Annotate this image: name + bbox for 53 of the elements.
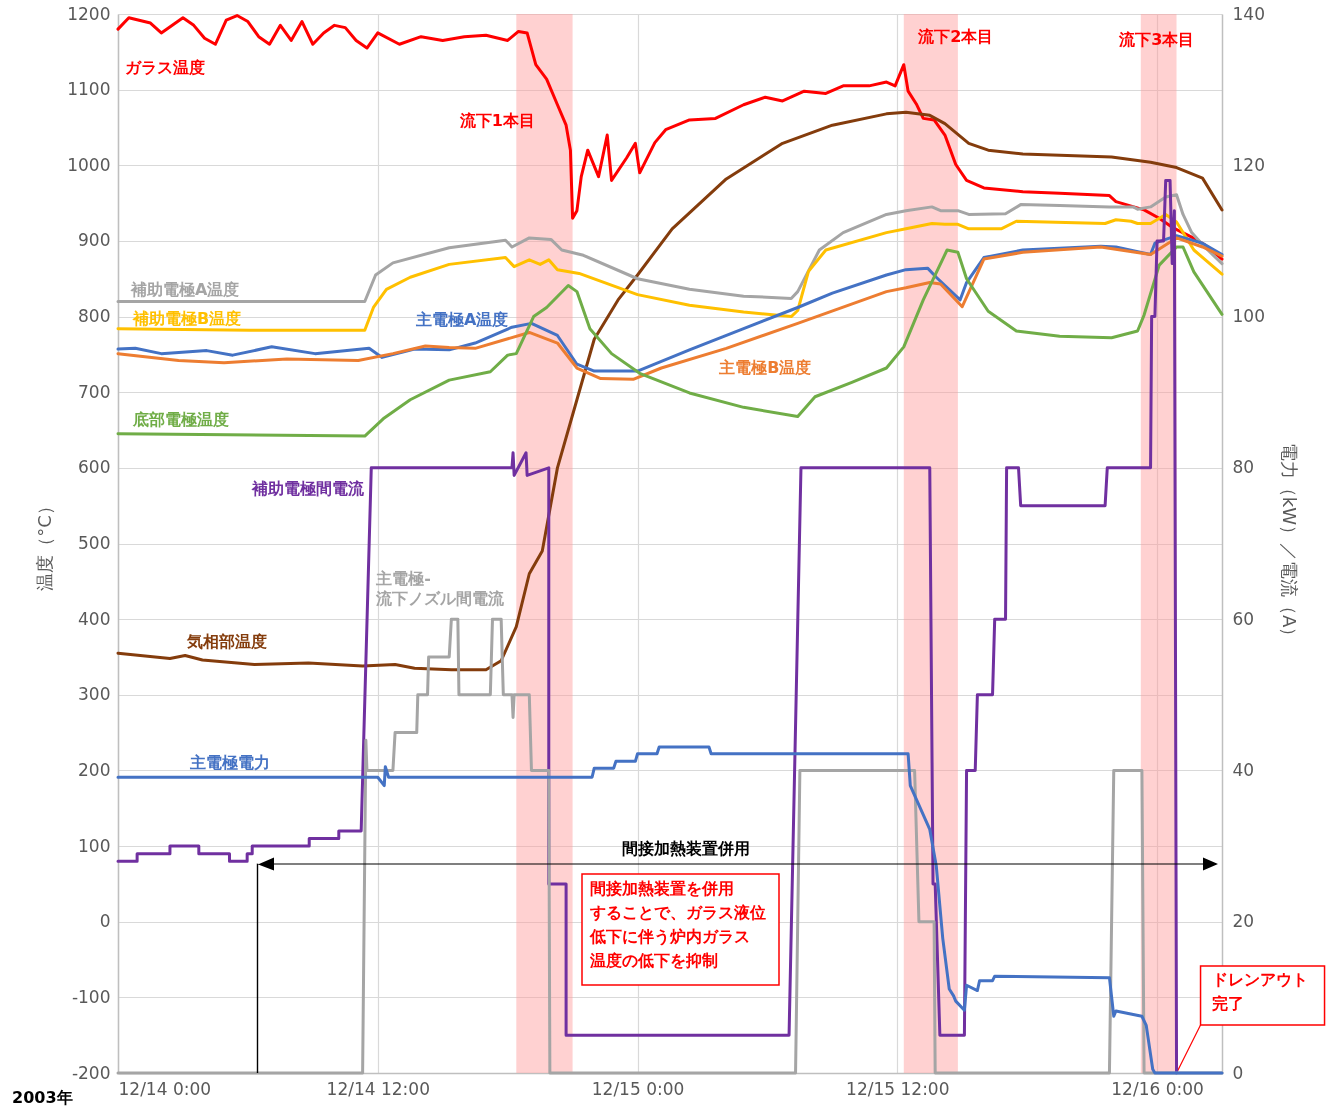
y-tick-label: -200 — [71, 1062, 111, 1083]
y-tick-label: 1200 — [67, 3, 111, 24]
y2-tick-label: 60 — [1232, 608, 1255, 629]
y-tick-label: 700 — [78, 381, 111, 402]
annotation: 間接加熱装置併用 — [622, 839, 750, 858]
line-series — [116, 212, 1224, 332]
y-tick-label: 100 — [78, 835, 111, 856]
y-tick-label: 1000 — [67, 154, 111, 175]
series-label: 補助電極B温度 — [132, 308, 242, 328]
y2-tick-label: 40 — [1232, 759, 1255, 780]
line-series — [116, 110, 1224, 672]
x-tick-label: 12/15 12:00 — [846, 1078, 950, 1099]
y2-tick-label: 100 — [1232, 306, 1265, 327]
y-axis-title: 温度（°C） — [34, 497, 56, 591]
band-label: 流下1本目 — [458, 111, 535, 130]
y-tick-label: 400 — [78, 608, 111, 629]
text: 2003年 — [12, 1088, 73, 1107]
y2-tick-label: 140 — [1232, 3, 1265, 24]
y-tick-label: 900 — [78, 230, 111, 251]
x-tick-label: 12/14 0:00 — [118, 1078, 212, 1099]
y-tick-label: 300 — [78, 684, 111, 705]
x-tick-label: 12/14 12:00 — [326, 1078, 430, 1099]
series-label: ガラス温度 — [125, 58, 205, 78]
series-label: 主電極A温度 — [414, 310, 509, 330]
y2-tick-label: 20 — [1232, 911, 1255, 932]
annotation: 間接加熱装置を併用することで、ガラス液位低下に伴う炉内ガラス温度の低下を抑制 — [589, 879, 766, 970]
y-tick-label: 0 — [99, 911, 111, 932]
band-label: 流下2本目 — [917, 27, 994, 46]
line-series — [116, 245, 1224, 438]
y2-axis-title: 電力（kW）／電流（A） — [1278, 442, 1300, 646]
series-label: 主電極B温度 — [718, 358, 812, 378]
y-tick-label: 500 — [78, 533, 111, 553]
series-label: 底部電極温度 — [132, 409, 229, 429]
line-series — [116, 193, 1224, 303]
y-tick-label: -100 — [71, 986, 111, 1007]
x-tick-label: 12/15 0:00 — [591, 1078, 685, 1099]
line-series — [116, 178, 1179, 1075]
series-label: 補助電極間電流 — [251, 478, 366, 498]
series-label: 気相部温度 — [186, 631, 268, 651]
x-tick-label: 12/16 0:00 — [1111, 1078, 1204, 1099]
annotation: ドレンアウト完了 — [1211, 970, 1308, 1013]
y-tick-label: 800 — [78, 306, 111, 327]
y-tick-label: 200 — [78, 759, 111, 780]
series-label: 主電極-流下ノズル間電流 — [375, 568, 506, 608]
y-tick-label: 600 — [78, 457, 111, 478]
y2-tick-label: 0 — [1232, 1062, 1244, 1083]
series-label: 主電極電力 — [189, 753, 270, 773]
line-series — [116, 14, 1224, 261]
y2-tick-label: 80 — [1232, 457, 1255, 478]
y2-tick-label: 120 — [1232, 154, 1265, 175]
band-label: 流下3本目 — [1118, 30, 1195, 49]
series-label: 補助電極A温度 — [130, 280, 240, 300]
y-tick-label: 1100 — [67, 79, 111, 100]
